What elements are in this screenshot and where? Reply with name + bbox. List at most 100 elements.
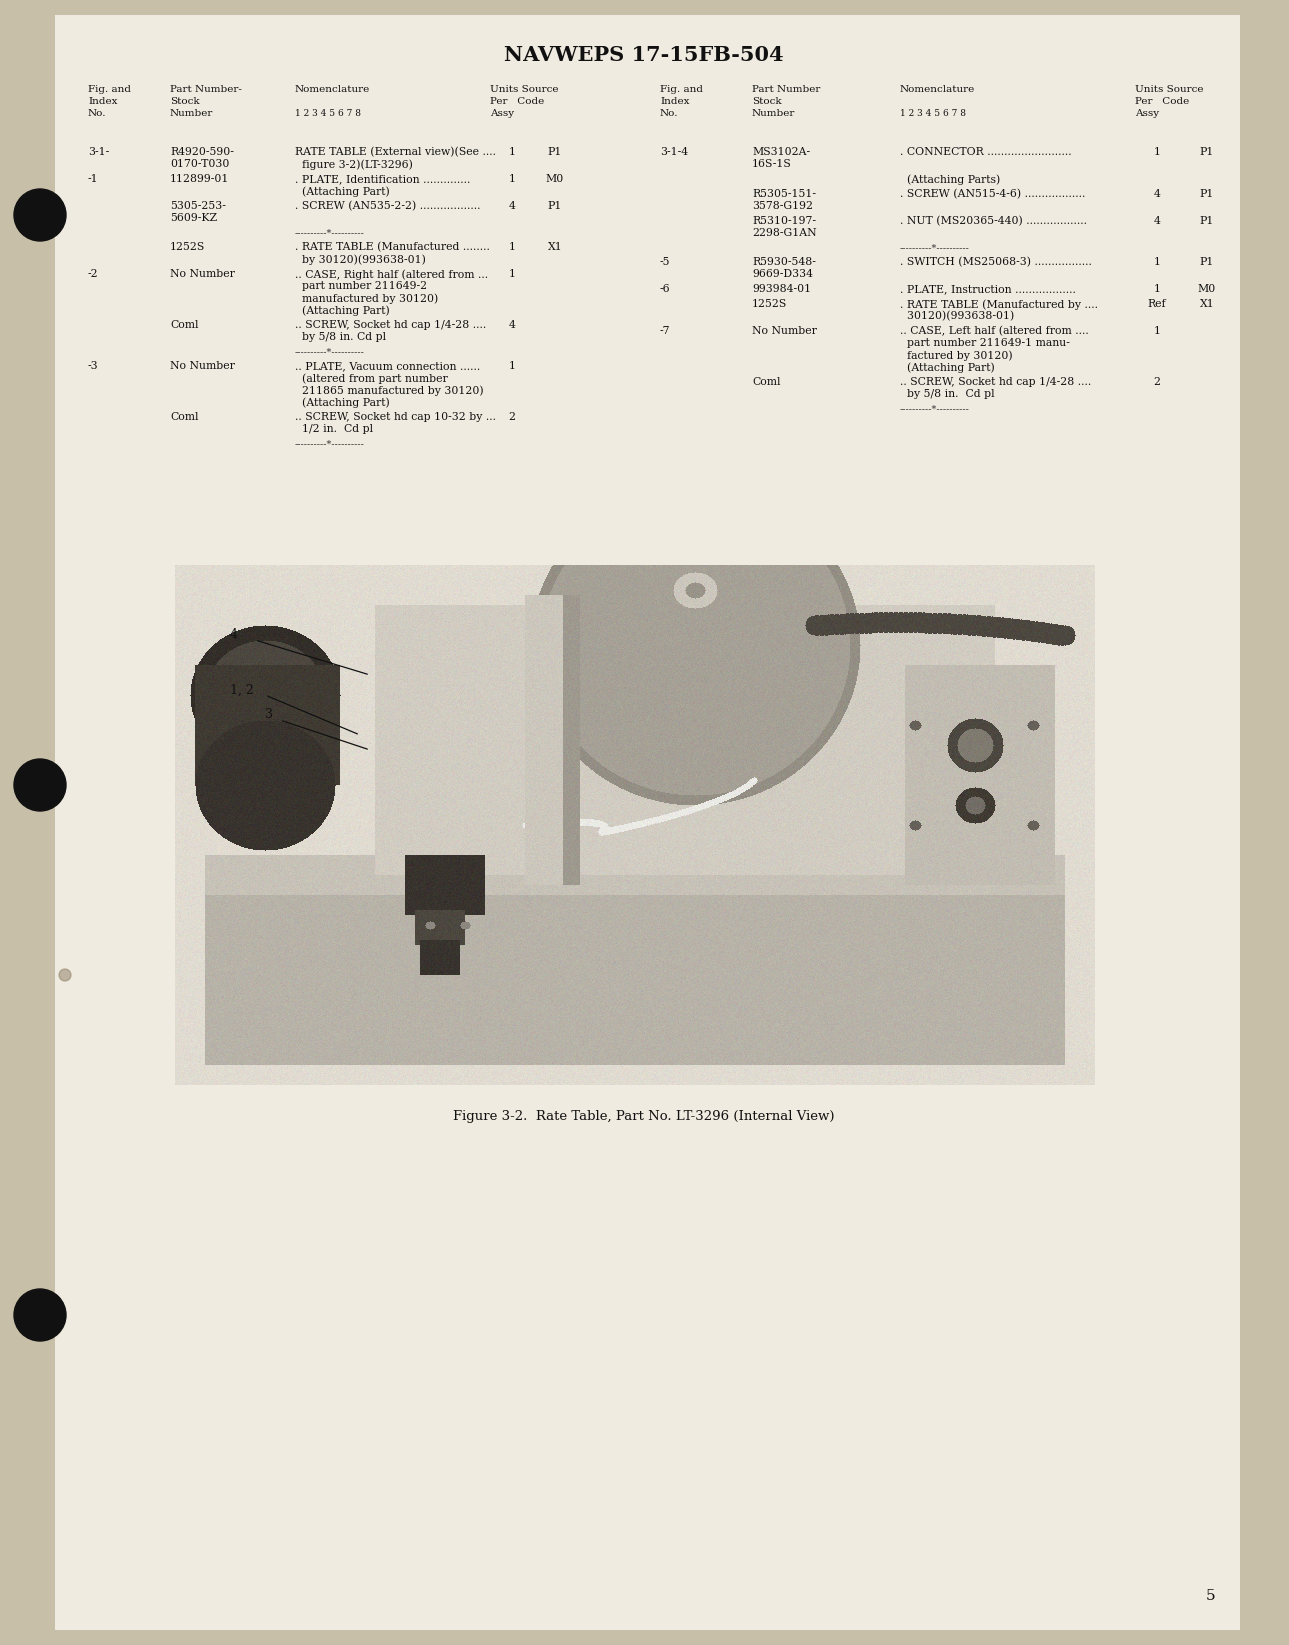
Text: No Number: No Number — [751, 326, 817, 336]
Text: 9669-D334: 9669-D334 — [751, 270, 813, 280]
Text: Nomenclature: Nomenclature — [900, 86, 976, 94]
Text: 4: 4 — [1154, 215, 1160, 225]
Text: 112899-01: 112899-01 — [170, 174, 229, 184]
Text: R4920-590-: R4920-590- — [170, 146, 233, 156]
Text: 1: 1 — [1154, 146, 1160, 156]
Text: -5: -5 — [660, 257, 670, 266]
Text: 3578-G192: 3578-G192 — [751, 201, 813, 211]
Text: 211865 manufactured by 30120): 211865 manufactured by 30120) — [295, 385, 483, 395]
Text: Figure 3-2.  Rate Table, Part No. LT-3296 (Internal View): Figure 3-2. Rate Table, Part No. LT-3296… — [454, 1110, 835, 1124]
Text: Per   Code: Per Code — [1136, 97, 1190, 105]
Text: P1: P1 — [548, 146, 562, 156]
Text: 5: 5 — [1205, 1589, 1216, 1602]
Text: .. SCREW, Socket hd cap 10-32 by ...: .. SCREW, Socket hd cap 10-32 by ... — [295, 411, 496, 423]
Text: -1: -1 — [88, 174, 99, 184]
Circle shape — [59, 969, 71, 980]
Text: . PLATE, Instruction ..................: . PLATE, Instruction .................. — [900, 285, 1076, 294]
Text: No.: No. — [660, 109, 678, 118]
Text: . SCREW (AN535-2-2) ..................: . SCREW (AN535-2-2) .................. — [295, 201, 481, 211]
Text: 4: 4 — [509, 201, 516, 211]
Text: -2: -2 — [88, 270, 99, 280]
Text: -3: -3 — [88, 360, 99, 372]
Text: X1: X1 — [548, 242, 562, 252]
Text: -6: -6 — [660, 285, 670, 294]
Text: Fig. and: Fig. and — [660, 86, 703, 94]
Text: .. SCREW, Socket hd cap 1/4-28 ....: .. SCREW, Socket hd cap 1/4-28 .... — [900, 377, 1092, 387]
Text: Coml: Coml — [170, 321, 199, 331]
Text: (Attaching Part): (Attaching Part) — [295, 186, 389, 196]
Text: . RATE TABLE (Manufactured by ....: . RATE TABLE (Manufactured by .... — [900, 299, 1098, 309]
Text: 16S-1S: 16S-1S — [751, 160, 791, 169]
Text: figure 3-2)(LT-3296): figure 3-2)(LT-3296) — [295, 160, 412, 169]
Text: part number 211649-2: part number 211649-2 — [295, 281, 427, 291]
Text: Index: Index — [660, 97, 690, 105]
Text: 0170-T030: 0170-T030 — [170, 160, 229, 169]
Text: .. SCREW, Socket hd cap 1/4-28 ....: .. SCREW, Socket hd cap 1/4-28 .... — [295, 321, 486, 331]
Text: 1: 1 — [508, 270, 516, 280]
Text: R5310-197-: R5310-197- — [751, 215, 816, 225]
Text: 3-1-: 3-1- — [88, 146, 110, 156]
Text: Assy: Assy — [1136, 109, 1159, 118]
Text: 1: 1 — [508, 242, 516, 252]
Circle shape — [14, 1290, 66, 1341]
Text: factured by 30120): factured by 30120) — [900, 350, 1013, 360]
Text: R5305-151-: R5305-151- — [751, 189, 816, 199]
Text: Number: Number — [170, 109, 214, 118]
Text: P1: P1 — [548, 201, 562, 211]
Text: ----------*----------: ----------*---------- — [900, 405, 969, 413]
Text: .. CASE, Left half (altered from ....: .. CASE, Left half (altered from .... — [900, 326, 1089, 336]
Text: . SCREW (AN515-4-6) ..................: . SCREW (AN515-4-6) .................. — [900, 189, 1085, 199]
Text: ----------*----------: ----------*---------- — [900, 243, 969, 252]
Text: 5305-253-: 5305-253- — [170, 201, 226, 211]
Circle shape — [14, 758, 66, 811]
Text: Index: Index — [88, 97, 117, 105]
Text: Coml: Coml — [751, 377, 781, 387]
Text: 1252S: 1252S — [170, 242, 205, 252]
Text: -7: -7 — [660, 326, 670, 336]
Text: No Number: No Number — [170, 360, 235, 372]
Text: Stock: Stock — [751, 97, 781, 105]
Text: 3-1-4: 3-1-4 — [660, 146, 688, 156]
Text: 4: 4 — [1154, 189, 1160, 199]
Text: manufactured by 30120): manufactured by 30120) — [295, 293, 438, 304]
Text: . RATE TABLE (Manufactured ........: . RATE TABLE (Manufactured ........ — [295, 242, 490, 252]
Text: Number: Number — [751, 109, 795, 118]
Text: Per   Code: Per Code — [490, 97, 544, 105]
Text: 30120)(993638-01): 30120)(993638-01) — [900, 311, 1014, 321]
Text: 993984-01: 993984-01 — [751, 285, 811, 294]
Text: 4: 4 — [509, 321, 516, 331]
Text: 1: 1 — [508, 174, 516, 184]
Text: (Attaching Part): (Attaching Part) — [900, 362, 995, 372]
Text: No.: No. — [88, 109, 107, 118]
Text: Coml: Coml — [170, 411, 199, 423]
Text: NAVWEPS 17-15FB-504: NAVWEPS 17-15FB-504 — [504, 44, 784, 66]
Text: 3: 3 — [266, 709, 273, 722]
Text: ----------*----------: ----------*---------- — [295, 439, 365, 447]
Text: M0: M0 — [1197, 285, 1216, 294]
Text: (Attaching Part): (Attaching Part) — [295, 304, 389, 316]
Text: 1: 1 — [1154, 285, 1160, 294]
Text: (altered from part number: (altered from part number — [295, 373, 447, 383]
Circle shape — [14, 189, 66, 242]
Text: 1 2 3 4 5 6 7 8: 1 2 3 4 5 6 7 8 — [900, 109, 965, 118]
Text: Part Number: Part Number — [751, 86, 820, 94]
Text: . PLATE, Identification ..............: . PLATE, Identification .............. — [295, 174, 470, 184]
Text: .. PLATE, Vacuum connection ......: .. PLATE, Vacuum connection ...... — [295, 360, 481, 372]
Text: 4: 4 — [229, 628, 238, 642]
Text: 1252S: 1252S — [751, 299, 788, 309]
Text: 1, 2: 1, 2 — [229, 684, 254, 696]
Text: 1/2 in.  Cd pl: 1/2 in. Cd pl — [295, 424, 373, 434]
Text: 1: 1 — [1154, 257, 1160, 266]
Text: .. CASE, Right half (altered from ...: .. CASE, Right half (altered from ... — [295, 270, 489, 280]
Text: 1: 1 — [508, 146, 516, 156]
Text: M0: M0 — [545, 174, 565, 184]
Text: ----------*----------: ----------*---------- — [295, 229, 365, 237]
Text: by 30120)(993638-01): by 30120)(993638-01) — [295, 253, 425, 265]
Text: P1: P1 — [1200, 257, 1214, 266]
Text: (Attaching Part): (Attaching Part) — [295, 396, 389, 408]
Text: Stock: Stock — [170, 97, 200, 105]
Text: (Attaching Parts): (Attaching Parts) — [900, 174, 1000, 184]
Text: X1: X1 — [1200, 299, 1214, 309]
Text: 5609-KZ: 5609-KZ — [170, 212, 217, 224]
Text: part number 211649-1 manu-: part number 211649-1 manu- — [900, 337, 1070, 349]
